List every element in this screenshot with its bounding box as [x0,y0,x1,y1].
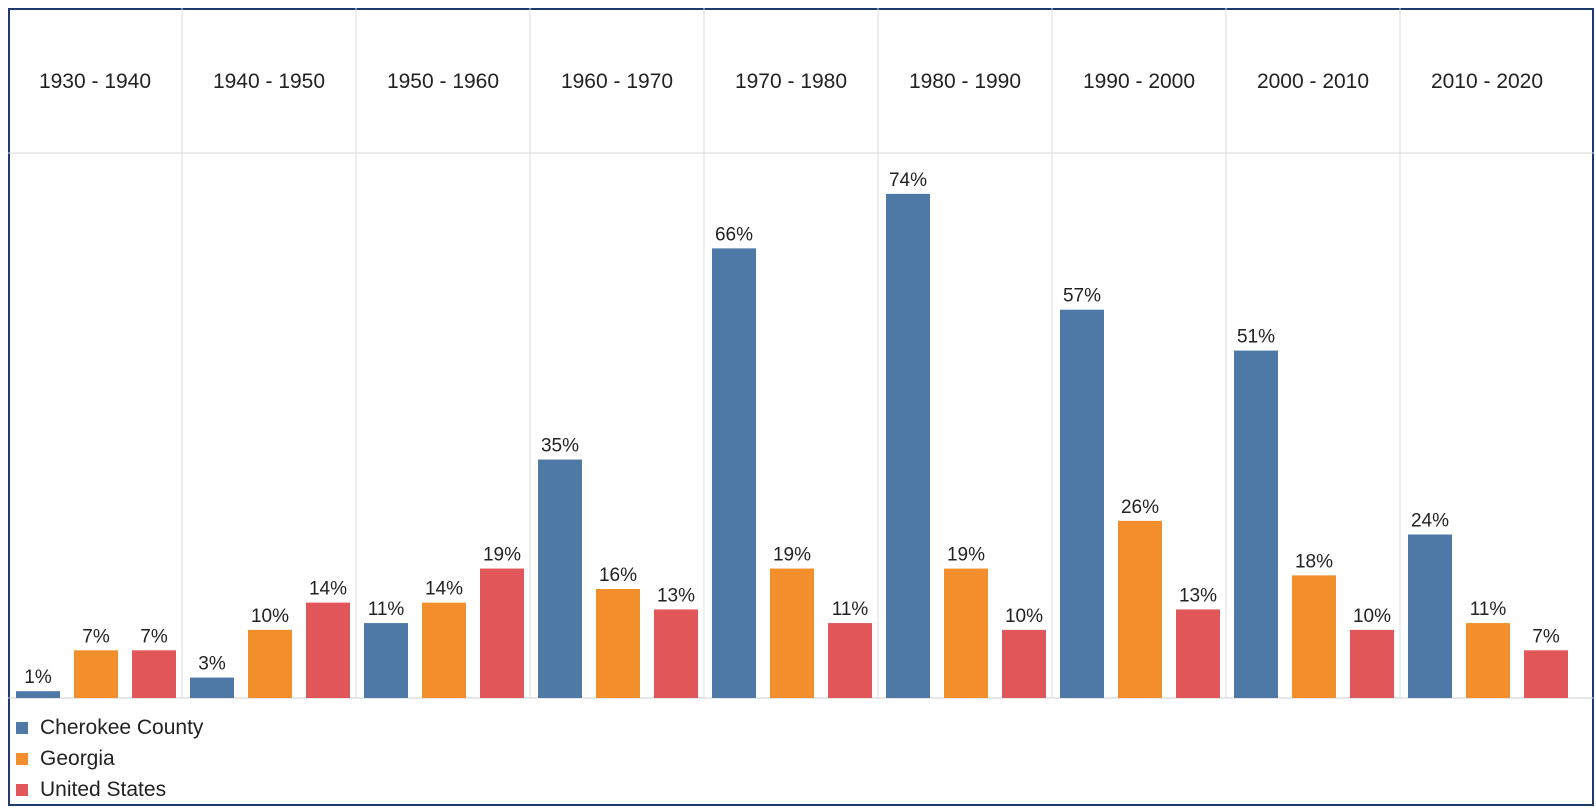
category-label: 1940 - 1950 [213,70,325,93]
data-label: 11% [832,599,869,620]
data-label: 16% [599,565,637,586]
bar[interactable] [1002,629,1046,698]
bar[interactable] [16,691,60,698]
data-label: 57% [1063,286,1101,307]
bar[interactable] [770,568,814,698]
legend-item-georgia[interactable]: Georgia [16,743,203,774]
bar[interactable] [306,602,350,698]
category-label: 1960 - 1970 [561,70,673,93]
data-label: 10% [1353,606,1391,627]
data-label: 19% [483,545,521,566]
data-label: 51% [1237,327,1275,348]
data-label: 35% [541,436,579,457]
bar[interactable] [712,248,756,698]
category-label: 1930 - 1940 [39,70,151,93]
data-label: 10% [1005,606,1043,627]
data-label: 7% [1532,626,1560,647]
legend-item-cherokee-county[interactable]: Cherokee County [16,712,203,743]
category-label: 2010 - 2020 [1431,70,1543,93]
category-label: 1950 - 1960 [387,70,499,93]
bar[interactable] [1466,623,1510,698]
bar[interactable] [480,568,524,698]
bar[interactable] [596,589,640,698]
category-label: 1990 - 2000 [1083,70,1195,93]
data-label: 14% [425,579,463,600]
bar[interactable] [1118,520,1162,698]
legend-swatch-cherokee-county [16,721,28,734]
bar[interactable] [248,629,292,698]
data-label: 3% [198,654,226,675]
data-label: 74% [889,170,927,191]
legend-label: Cherokee County [40,715,204,739]
legend-label: United States [40,777,167,801]
bar[interactable] [1234,350,1278,698]
bar[interactable] [190,677,234,698]
data-label: 13% [657,585,695,606]
category-label: 1980 - 1990 [909,70,1021,93]
bar[interactable] [944,568,988,698]
legend-item-united-states[interactable]: United States [16,774,203,805]
bar[interactable] [654,609,698,698]
bar[interactable] [886,193,930,698]
data-labels-layer: 1% 7% 7% 3% 10% 14% 11% 14% 19% 35% 16% 13% 66% 19% 11… [24,170,1560,688]
data-label: 18% [1295,551,1333,572]
data-label: 1% [24,667,52,688]
bar[interactable] [828,623,872,698]
data-label: 7% [140,626,168,647]
bar[interactable] [1292,575,1336,698]
category-headers: 1930 - 1940 1940 - 1950 1950 - 1960 1960 - … [39,70,1543,93]
bar[interactable] [538,459,582,698]
legend: Cherokee County Georgia United States [16,712,203,805]
data-label: 19% [947,545,985,566]
bars-layer [16,193,1568,699]
grouped-bar-chart: 1930 - 1940 1940 - 1950 1950 - 1960 1960 - … [8,8,1594,699]
bar[interactable] [1060,309,1104,698]
data-label: 26% [1121,497,1159,518]
bar[interactable] [1524,650,1568,698]
bar[interactable] [1350,629,1394,698]
data-label: 14% [309,579,347,600]
category-label: 2000 - 2010 [1257,70,1369,93]
bar[interactable] [422,602,466,698]
legend-swatch-georgia [16,752,28,765]
data-label: 19% [773,545,811,566]
data-label: 11% [1470,599,1507,620]
legend-label: Georgia [40,746,115,770]
data-label: 11% [368,599,405,620]
data-label: 66% [715,224,753,245]
data-label: 13% [1179,585,1217,606]
bar[interactable] [74,650,118,698]
data-label: 10% [251,606,289,627]
bar[interactable] [364,623,408,698]
bar[interactable] [1408,534,1452,699]
bar[interactable] [1176,609,1220,698]
bar[interactable] [132,650,176,698]
category-label: 1970 - 1980 [735,70,847,93]
data-label: 7% [82,626,110,647]
data-label: 24% [1411,511,1449,532]
legend-swatch-united-states [16,783,28,796]
